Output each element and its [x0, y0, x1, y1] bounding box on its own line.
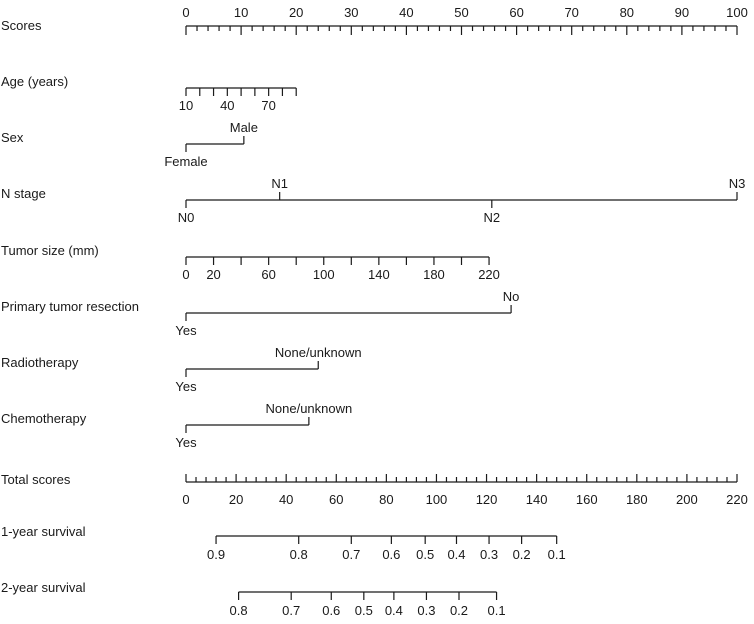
radiotherapy-level-label: None/unknown — [275, 345, 362, 360]
2-year-survival-tick-label: 0.6 — [322, 603, 340, 618]
total-scores-tick-label: 160 — [576, 492, 598, 507]
tumor-size-mm-tick-label: 20 — [206, 267, 220, 282]
2-year-survival-tick-label: 0.2 — [450, 603, 468, 618]
scores-tick-label: 0 — [182, 5, 189, 20]
1-year-survival-row-label: 1-year survival — [1, 524, 86, 539]
chemotherapy-level-label: Yes — [175, 435, 197, 450]
total-scores-tick-label: 120 — [476, 492, 498, 507]
scores-tick-label: 60 — [509, 5, 523, 20]
total-scores-tick-label: 60 — [329, 492, 343, 507]
scores-tick-label: 90 — [675, 5, 689, 20]
1-year-survival-tick-label: 0.3 — [480, 547, 498, 562]
age-years-tick-label: 10 — [179, 98, 193, 113]
primary-tumor-resection-level-label: Yes — [175, 323, 197, 338]
total-scores-tick-label: 40 — [279, 492, 293, 507]
scores-tick-label: 10 — [234, 5, 248, 20]
chemotherapy-level-label: None/unknown — [266, 401, 353, 416]
1-year-survival-tick-label: 0.7 — [342, 547, 360, 562]
scores-row-label: Scores — [1, 18, 42, 33]
2-year-survival-tick-label: 0.4 — [385, 603, 403, 618]
total-scores-tick-label: 180 — [626, 492, 648, 507]
total-scores-tick-label: 0 — [182, 492, 189, 507]
1-year-survival-tick-label: 0.4 — [447, 547, 465, 562]
n-stage-row-label: N stage — [1, 186, 46, 201]
total-scores-tick-label: 140 — [526, 492, 548, 507]
tumor-size-mm-tick-label: 220 — [478, 267, 500, 282]
age-years-tick-label: 70 — [261, 98, 275, 113]
tumor-size-mm-tick-label: 180 — [423, 267, 445, 282]
scores-tick-label: 20 — [289, 5, 303, 20]
scores-tick-label: 40 — [399, 5, 413, 20]
n-stage-level-label: N3 — [729, 176, 746, 191]
total-scores-tick-label: 20 — [229, 492, 243, 507]
n-stage-level-label: N1 — [271, 176, 288, 191]
n-stage-level-label: N0 — [178, 210, 195, 225]
sex-level-label: Male — [230, 120, 258, 135]
2-year-survival-row-label: 2-year survival — [1, 580, 86, 595]
tumor-size-mm-tick-label: 0 — [182, 267, 189, 282]
total-scores-tick-label: 200 — [676, 492, 698, 507]
scores-tick-label: 50 — [454, 5, 468, 20]
total-scores-tick-label: 100 — [426, 492, 448, 507]
2-year-survival-tick-label: 0.8 — [230, 603, 248, 618]
chemotherapy-row-label: Chemotherapy — [1, 411, 87, 426]
total-scores-tick-label: 220 — [726, 492, 748, 507]
tumor-size-mm-row-label: Tumor size (mm) — [1, 243, 99, 258]
tumor-size-mm-tick-label: 60 — [261, 267, 275, 282]
age-years-tick-label: 40 — [220, 98, 234, 113]
1-year-survival-tick-label: 0.2 — [513, 547, 531, 562]
sex-level-label: Female — [164, 154, 207, 169]
1-year-survival-tick-label: 0.5 — [416, 547, 434, 562]
primary-tumor-resection-row-label: Primary tumor resection — [1, 299, 139, 314]
tumor-size-mm-tick-label: 100 — [313, 267, 335, 282]
2-year-survival-tick-label: 0.1 — [488, 603, 506, 618]
1-year-survival-tick-label: 0.8 — [290, 547, 308, 562]
scores-tick-label: 80 — [620, 5, 634, 20]
total-scores-tick-label: 80 — [379, 492, 393, 507]
1-year-survival-tick-label: 0.6 — [382, 547, 400, 562]
scores-tick-label: 100 — [726, 5, 748, 20]
total-scores-row-label: Total scores — [1, 472, 71, 487]
scores-tick-label: 30 — [344, 5, 358, 20]
radiotherapy-level-label: Yes — [175, 379, 197, 394]
radiotherapy-row-label: Radiotherapy — [1, 355, 79, 370]
scores-tick-label: 70 — [564, 5, 578, 20]
2-year-survival-tick-label: 0.5 — [355, 603, 373, 618]
1-year-survival-tick-label: 0.1 — [548, 547, 566, 562]
primary-tumor-resection-level-label: No — [503, 289, 520, 304]
1-year-survival-tick-label: 0.9 — [207, 547, 225, 562]
n-stage-level-label: N2 — [483, 210, 500, 225]
sex-row-label: Sex — [1, 130, 24, 145]
tumor-size-mm-tick-label: 140 — [368, 267, 390, 282]
age-years-row-label: Age (years) — [1, 74, 68, 89]
2-year-survival-tick-label: 0.7 — [282, 603, 300, 618]
2-year-survival-tick-label: 0.3 — [417, 603, 435, 618]
